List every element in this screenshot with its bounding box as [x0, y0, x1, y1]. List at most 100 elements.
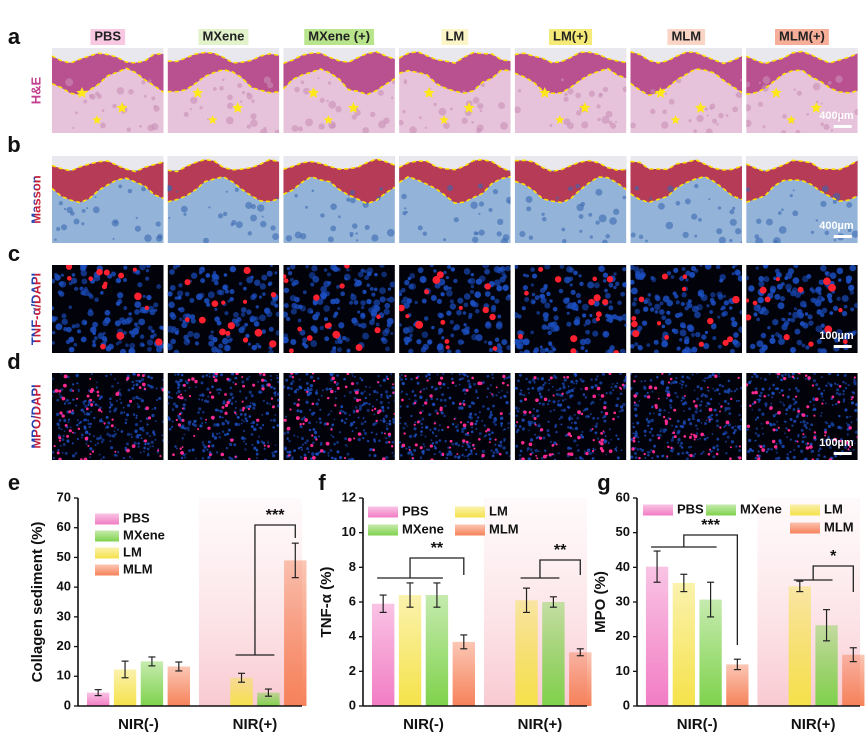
nucleus — [568, 417, 571, 421]
nucleus — [348, 458, 351, 460]
nucleus — [501, 272, 506, 277]
signal — [551, 453, 554, 456]
nucleus — [717, 315, 721, 319]
nucleus — [256, 439, 259, 442]
nucleus — [492, 404, 495, 408]
bar — [672, 582, 695, 706]
nucleus — [747, 380, 752, 385]
nucleus — [422, 449, 425, 453]
nucleus — [360, 300, 366, 306]
texture — [328, 100, 337, 109]
nucleus — [333, 442, 336, 446]
nucleus — [614, 447, 617, 451]
nucleus — [386, 440, 389, 444]
nucleus — [603, 401, 607, 405]
signal — [753, 401, 757, 404]
nucleus — [122, 406, 125, 409]
texture — [250, 214, 257, 222]
signal — [313, 294, 320, 301]
texture — [60, 224, 68, 231]
nucleus — [92, 435, 96, 438]
texture — [729, 209, 735, 215]
nucleus — [592, 330, 599, 337]
nucleus — [294, 373, 299, 375]
texture — [251, 99, 255, 103]
nucleus — [608, 314, 615, 321]
texture — [595, 188, 603, 196]
nucleus — [88, 425, 92, 429]
nucleus — [68, 346, 75, 353]
nucleus — [563, 276, 571, 284]
signal — [751, 391, 755, 395]
nucleus — [433, 269, 437, 273]
nucleus — [374, 421, 378, 425]
nucleus — [227, 422, 230, 425]
signal — [87, 444, 90, 447]
nucleus — [594, 448, 597, 451]
nucleus — [295, 388, 298, 391]
nucleus — [644, 379, 647, 382]
nucleus — [526, 447, 530, 451]
nucleus — [364, 275, 370, 281]
nucleus — [681, 396, 685, 400]
nucleus — [211, 278, 216, 283]
nucleus — [482, 381, 485, 384]
signal — [354, 390, 359, 395]
signal — [58, 439, 62, 442]
signal — [230, 438, 234, 442]
nucleus — [777, 334, 783, 339]
nucleus — [567, 385, 570, 388]
nucleus — [446, 349, 452, 353]
nucleus — [685, 451, 689, 455]
nucleus — [250, 394, 254, 398]
signal — [126, 448, 130, 453]
nucleus — [345, 337, 350, 343]
nucleus — [243, 286, 247, 291]
nucleus — [817, 387, 821, 391]
nucleus — [606, 318, 610, 322]
nucleus — [426, 373, 431, 376]
texture — [561, 227, 566, 232]
signal — [234, 455, 237, 458]
nucleus — [732, 339, 739, 346]
nucleus — [372, 422, 376, 427]
nucleus — [804, 312, 809, 316]
nucleus — [540, 386, 544, 390]
nucleus — [724, 407, 728, 411]
nucleus — [684, 384, 688, 388]
signal — [393, 412, 395, 415]
nucleus — [486, 387, 490, 390]
signal — [746, 298, 750, 303]
nucleus — [383, 308, 390, 315]
nucleus — [738, 326, 742, 333]
signal — [813, 436, 817, 440]
nucleus — [580, 345, 585, 350]
nucleus — [540, 377, 545, 381]
nucleus — [269, 265, 274, 267]
nucleus — [605, 313, 610, 318]
nucleus — [94, 297, 99, 303]
micrograph — [399, 265, 511, 353]
nucleus — [676, 346, 681, 351]
nucleus — [716, 448, 720, 451]
nucleus — [691, 346, 698, 353]
nucleus — [521, 306, 526, 311]
nucleus — [116, 292, 124, 299]
nucleus — [136, 435, 140, 439]
marker-star — [654, 87, 667, 98]
nucleus — [216, 388, 219, 392]
signal — [312, 379, 316, 383]
texture — [712, 118, 718, 124]
nucleus — [74, 452, 78, 455]
texture — [698, 217, 702, 222]
legend-swatch — [790, 522, 820, 534]
signal — [592, 394, 596, 399]
nucleus — [687, 418, 691, 422]
nucleus — [377, 374, 380, 377]
nucleus — [786, 453, 789, 456]
nucleus — [137, 405, 141, 409]
nucleus — [553, 441, 557, 445]
nucleus — [167, 402, 170, 405]
nucleus — [790, 317, 796, 323]
scale-bar-label: 400µm — [819, 220, 854, 232]
